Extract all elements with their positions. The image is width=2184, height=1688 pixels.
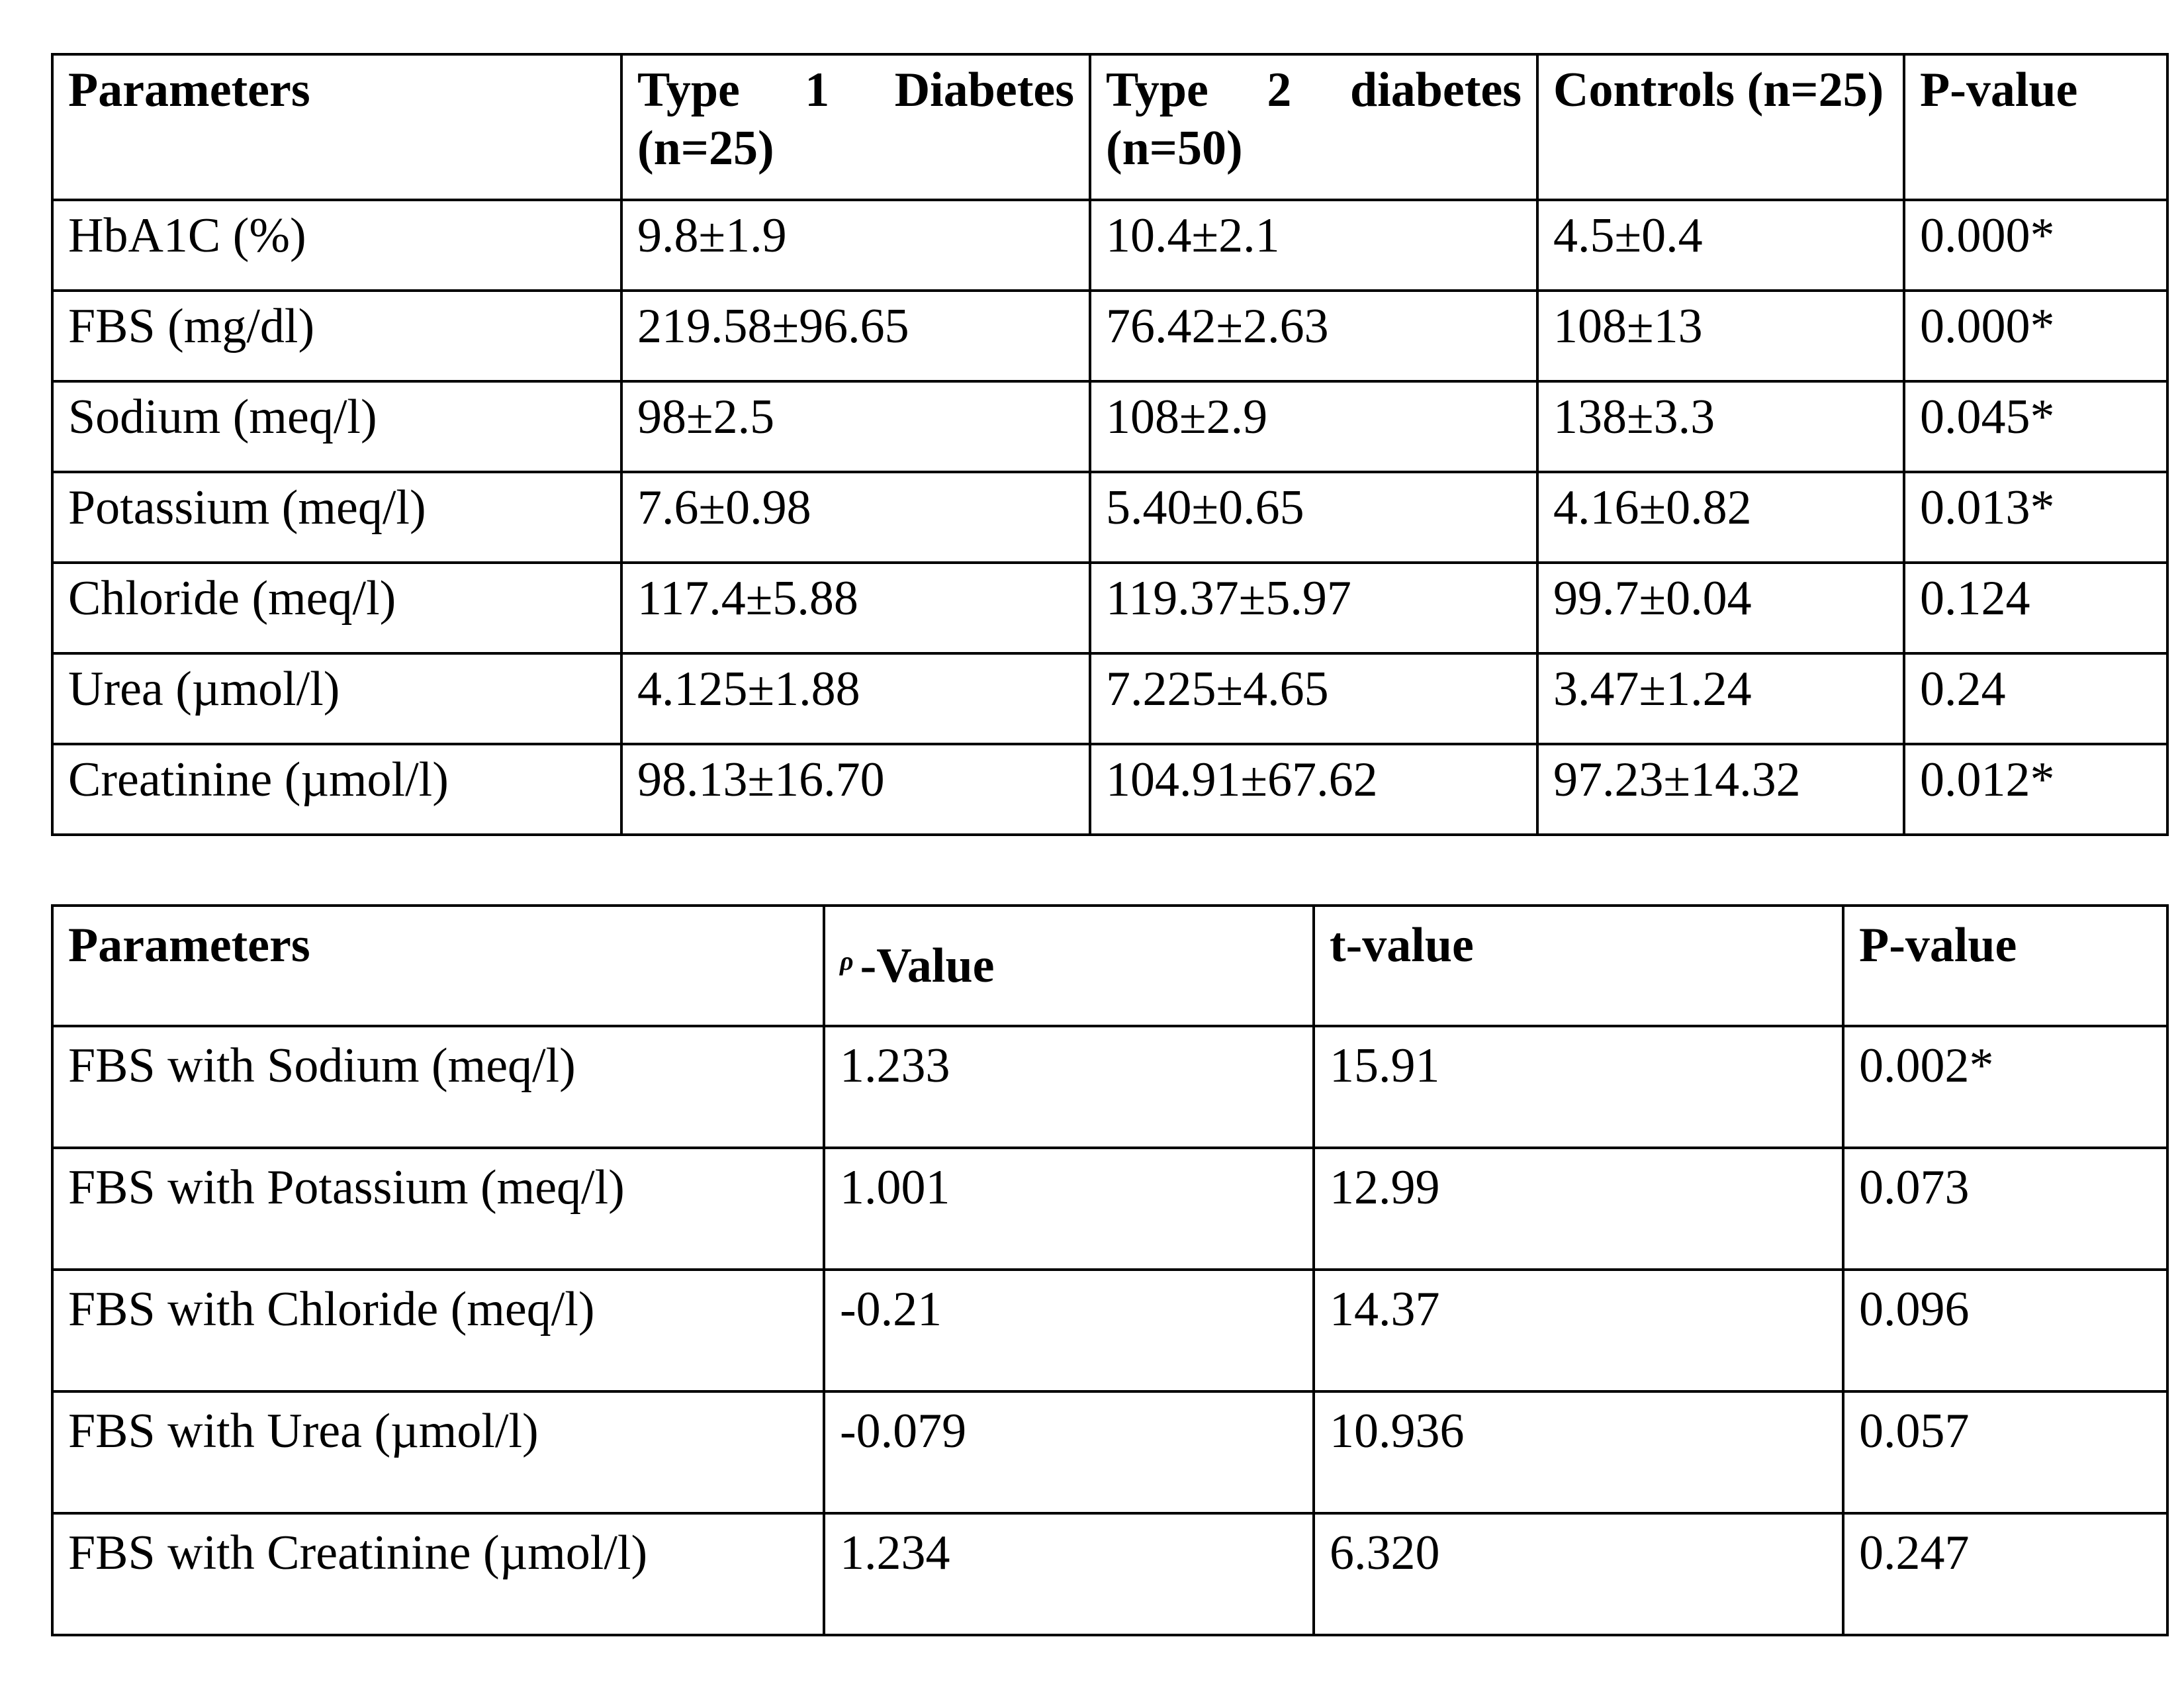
type1-value: 98±2.5 xyxy=(620,380,1091,473)
t-value: 12.99 xyxy=(1312,1147,1844,1271)
row-parameter: HbA1C (%) xyxy=(51,199,623,292)
header-p-value: P-value xyxy=(1903,53,2169,201)
row-parameter: FBS with Sodium (meq/l) xyxy=(51,1025,825,1149)
rho-value: -0.079 xyxy=(823,1390,1315,1515)
rho-value-label: -Value xyxy=(860,939,995,993)
p-value: 0.247 xyxy=(1842,1512,2169,1636)
rho-header-group: ρ -Value xyxy=(840,939,994,993)
table-row: Creatinine (µmol/l) 98.13±16.70 104.91±6… xyxy=(51,743,2169,836)
type1-value: 219.58±96.65 xyxy=(620,289,1091,383)
p-value: 0.124 xyxy=(1903,561,2169,655)
p-value: 0.013* xyxy=(1903,471,2169,564)
row-parameter: Urea (µmol/l) xyxy=(51,652,623,745)
row-parameter: FBS with Creatinine (µmol/l) xyxy=(51,1512,825,1636)
table-row: Sodium (meq/l) 98±2.5 108±2.9 138±3.3 0.… xyxy=(51,380,2169,473)
t-value: 6.320 xyxy=(1312,1512,1844,1636)
type2-value: 108±2.9 xyxy=(1089,380,1539,473)
type2-value: 76.42±2.63 xyxy=(1089,289,1539,383)
header-controls: Controls (n=25) xyxy=(1536,53,1905,201)
rho-symbol: ρ xyxy=(840,946,854,976)
type1-value: 9.8±1.9 xyxy=(620,199,1091,292)
table-row: FBS with Creatinine (µmol/l) 1.234 6.320… xyxy=(51,1512,2169,1636)
p-value: 0.002* xyxy=(1842,1025,2169,1149)
row-parameter: Sodium (meq/l) xyxy=(51,380,623,473)
row-parameter: FBS with Potassium (meq/l) xyxy=(51,1147,825,1271)
t-value: 15.91 xyxy=(1312,1025,1844,1149)
table-row: Chloride (meq/l) 117.4±5.88 119.37±5.97 … xyxy=(51,561,2169,655)
row-parameter: FBS with Urea (µmol/l) xyxy=(51,1390,825,1515)
header-parameters: Parameters xyxy=(51,904,825,1027)
t-value: 10.936 xyxy=(1312,1390,1844,1515)
p-value: 0.012* xyxy=(1903,743,2169,836)
type2-value: 10.4±2.1 xyxy=(1089,199,1539,292)
header-type2-diabetes: Type 2 diabetes (n=50) xyxy=(1089,53,1539,201)
table-header-row: Parameters ρ -Value t-value P-value xyxy=(51,904,2169,1027)
controls-value: 4.16±0.82 xyxy=(1536,471,1905,564)
header-type1-diabetes: Type 1 Diabetes (n=25) xyxy=(620,53,1091,201)
type1-value: 117.4±5.88 xyxy=(620,561,1091,655)
rho-value: 1.001 xyxy=(823,1147,1315,1271)
clinical-parameters-table: Parameters Type 1 Diabetes (n=25) Type 2… xyxy=(51,53,2169,836)
controls-value: 99.7±0.04 xyxy=(1536,561,1905,655)
p-value: 0.000* xyxy=(1903,199,2169,292)
table-header-row: Parameters Type 1 Diabetes (n=25) Type 2… xyxy=(51,53,2169,201)
type2-value: 5.40±0.65 xyxy=(1089,471,1539,564)
header-t-value: t-value xyxy=(1312,904,1844,1027)
row-parameter: FBS with Chloride (meq/l) xyxy=(51,1268,825,1393)
fbs-correlation-table: Parameters ρ -Value t-value P-value FBS w… xyxy=(51,904,2169,1636)
rho-value: -0.21 xyxy=(823,1268,1315,1393)
controls-value: 4.5±0.4 xyxy=(1536,199,1905,292)
table-row: FBS with Potassium (meq/l) 1.001 12.99 0… xyxy=(51,1147,2169,1271)
row-parameter: Chloride (meq/l) xyxy=(51,561,623,655)
t-value: 14.37 xyxy=(1312,1268,1844,1393)
row-parameter: Potassium (meq/l) xyxy=(51,471,623,564)
p-value: 0.073 xyxy=(1842,1147,2169,1271)
table-row: FBS (mg/dl) 219.58±96.65 76.42±2.63 108±… xyxy=(51,289,2169,383)
header-parameters: Parameters xyxy=(51,53,623,201)
rho-value: 1.233 xyxy=(823,1025,1315,1149)
table-row: Potassium (meq/l) 7.6±0.98 5.40±0.65 4.1… xyxy=(51,471,2169,564)
controls-value: 108±13 xyxy=(1536,289,1905,383)
type2-value: 119.37±5.97 xyxy=(1089,561,1539,655)
header-p-value: P-value xyxy=(1842,904,2169,1027)
type1-value: 4.125±1.88 xyxy=(620,652,1091,745)
row-parameter: FBS (mg/dl) xyxy=(51,289,623,383)
table-row: HbA1C (%) 9.8±1.9 10.4±2.1 4.5±0.4 0.000… xyxy=(51,199,2169,292)
p-value: 0.24 xyxy=(1903,652,2169,745)
p-value: 0.057 xyxy=(1842,1390,2169,1515)
table-row: FBS with Sodium (meq/l) 1.233 15.91 0.00… xyxy=(51,1025,2169,1149)
type1-value: 98.13±16.70 xyxy=(620,743,1091,836)
type2-value: 104.91±67.62 xyxy=(1089,743,1539,836)
controls-value: 138±3.3 xyxy=(1536,380,1905,473)
table-row: FBS with Urea (µmol/l) -0.079 10.936 0.0… xyxy=(51,1390,2169,1515)
header-rho-value: ρ -Value xyxy=(823,904,1315,1027)
type2-value: 7.225±4.65 xyxy=(1089,652,1539,745)
table-row: FBS with Chloride (meq/l) -0.21 14.37 0.… xyxy=(51,1268,2169,1393)
p-value: 0.000* xyxy=(1903,289,2169,383)
rho-value: 1.234 xyxy=(823,1512,1315,1636)
type1-value: 7.6±0.98 xyxy=(620,471,1091,564)
p-value: 0.045* xyxy=(1903,380,2169,473)
row-parameter: Creatinine (µmol/l) xyxy=(51,743,623,836)
table-row: Urea (µmol/l) 4.125±1.88 7.225±4.65 3.47… xyxy=(51,652,2169,745)
controls-value: 3.47±1.24 xyxy=(1536,652,1905,745)
controls-value: 97.23±14.32 xyxy=(1536,743,1905,836)
p-value: 0.096 xyxy=(1842,1268,2169,1393)
